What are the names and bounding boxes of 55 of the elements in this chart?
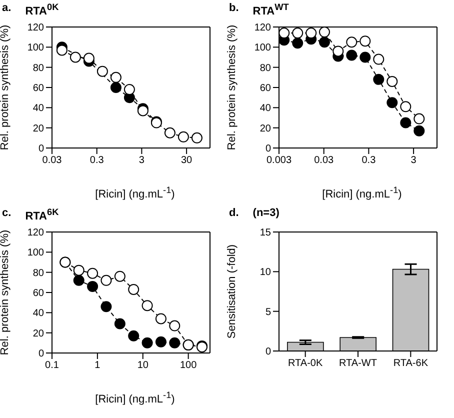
- y-tick-label: 80: [260, 62, 272, 74]
- y-tick-label: 80: [32, 62, 44, 74]
- text: c.: [2, 207, 12, 221]
- x-tick-label: 0.1: [45, 360, 60, 372]
- y-axis-title: Rel. protein synthesis (%): [226, 24, 238, 150]
- text: a.: [2, 2, 12, 16]
- y-tick-label: 20: [260, 123, 272, 134]
- chart-title: RTA$^{0K}$: [25, 2, 59, 18]
- y-tick-label: 100: [254, 42, 272, 54]
- x-tick-label: RTA-6K: [393, 358, 428, 370]
- x-axis-title: [Ricin] (ng.mL$^{-1}$): [321, 185, 403, 201]
- x-tick-label: 0.03: [314, 155, 334, 166]
- y-tick-label: 100: [27, 248, 44, 259]
- y-tick-label: 120: [27, 228, 44, 239]
- y-tick-label: 120: [27, 22, 44, 34]
- x-tick-label: 0.003: [266, 155, 292, 166]
- x-axis-title: [Ricin] (ng.mL$^{-1}$): [94, 390, 176, 406]
- x-tick-label: 3: [410, 155, 417, 166]
- y-tick-label: 20: [32, 328, 44, 340]
- x-tick-label: 3: [138, 155, 145, 166]
- y-axis-title: Sensitisation (-fold): [226, 244, 238, 339]
- y-tick-label: 0: [265, 144, 272, 155]
- y-tick-label: 80: [32, 268, 44, 279]
- x-tick-label: RTA-0K: [288, 358, 323, 370]
- y-tick-label: 0: [265, 346, 272, 358]
- y-tick-label: 60: [260, 83, 272, 94]
- y-tick-label: 5: [265, 306, 272, 318]
- chart-title: (n=3): [252, 207, 280, 219]
- chart-title: RTA$^{6K}$: [25, 207, 59, 223]
- y-tick-label: 10: [260, 267, 272, 278]
- x-tick-label: 30: [180, 155, 193, 166]
- y-tick-label: 0: [38, 144, 44, 155]
- y-tick-label: 60: [32, 83, 44, 94]
- y-tick-label: 40: [260, 103, 272, 114]
- text: d.: [229, 207, 239, 219]
- x-tick-label: 0.3: [362, 155, 376, 166]
- chart-title: RTA$^{WT}$: [252, 2, 289, 18]
- x-tick-label: 0.3: [90, 155, 104, 166]
- x-tick-label: 100: [180, 360, 198, 372]
- x-axis-title: [Ricin] (ng.mL$^{-1}$): [94, 185, 176, 201]
- x-tick-label: RTA-WT: [339, 358, 377, 370]
- y-tick-label: 100: [27, 42, 44, 54]
- y-tick-label: 60: [32, 288, 44, 300]
- y-axis-title: Rel. protein synthesis (%): [0, 24, 11, 150]
- y-tick-label: 0: [38, 348, 44, 360]
- y-tick-label: 15: [260, 228, 272, 239]
- y-tick-label: 40: [32, 308, 44, 320]
- x-tick-label: 1: [94, 360, 101, 372]
- y-tick-label: 20: [32, 123, 44, 134]
- y-tick-label: 120: [254, 22, 272, 34]
- text: b.: [229, 2, 239, 16]
- y-axis-title: Rel. protein synthesis (%): [0, 230, 11, 356]
- x-tick-label: 10: [137, 360, 149, 372]
- x-tick-label: 0.03: [42, 155, 62, 166]
- y-tick-label: 40: [32, 103, 44, 114]
